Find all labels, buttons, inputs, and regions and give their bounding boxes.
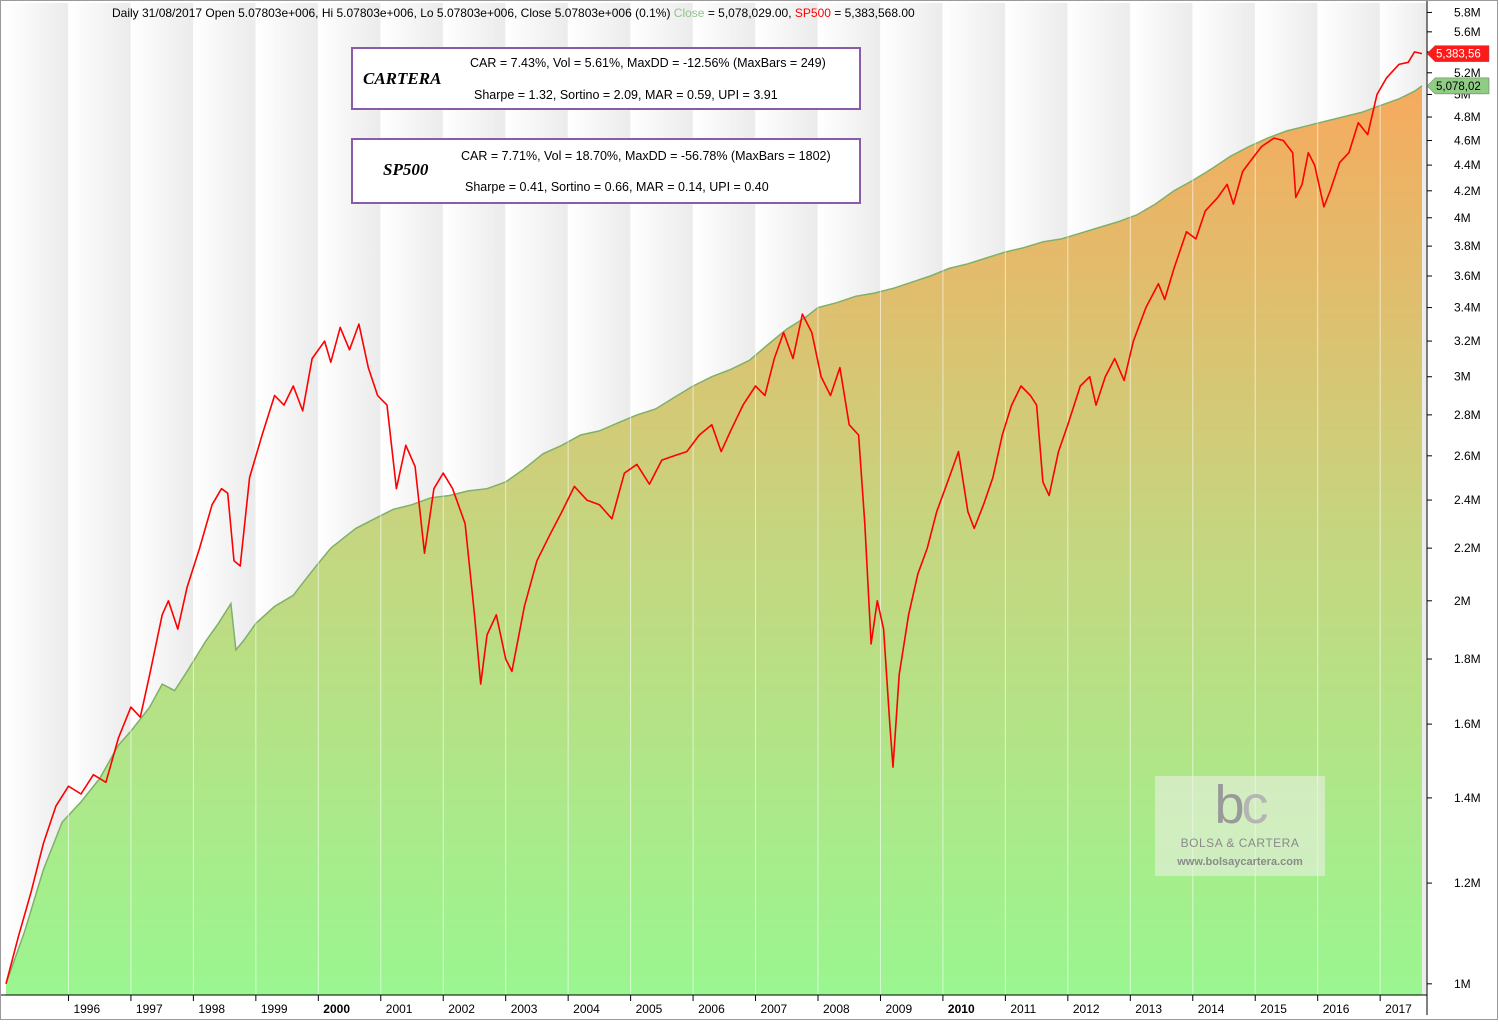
x-tick-label: 2011 — [1010, 1002, 1036, 1016]
y-tick-label: 1.6M — [1454, 717, 1481, 731]
sp500-stats-line1: CAR = 7.71%, Vol = 18.70%, MaxDD = -56.7… — [461, 149, 831, 163]
y-tick-label: 4.4M — [1454, 158, 1481, 172]
y-tick-label: 3.8M — [1454, 239, 1481, 253]
y-tick-label: 2M — [1454, 594, 1471, 608]
x-tick-label: 2013 — [1135, 1002, 1162, 1016]
y-tick-label: 3.6M — [1454, 269, 1481, 283]
y-tick-label: 1M — [1454, 977, 1471, 991]
header-close-label: Close — [673, 6, 705, 20]
y-tick-label: 5.8M — [1454, 5, 1481, 19]
y-tick-label: 1.2M — [1454, 876, 1481, 890]
x-tick-label: 2010 — [948, 1002, 975, 1016]
x-tick-label: 2009 — [885, 1002, 912, 1016]
x-tick-label: 2002 — [448, 1002, 475, 1016]
x-tick-label: 2015 — [1260, 1002, 1287, 1016]
y-tick-label: 5.6M — [1454, 25, 1481, 39]
x-tick-label: 2017 — [1385, 1002, 1412, 1016]
cartera-box-title: CARTERA — [363, 69, 442, 88]
x-tick-label: 2007 — [761, 1002, 788, 1016]
x-tick-label: 2014 — [1198, 1002, 1225, 1016]
x-tick-label: 2004 — [573, 1002, 600, 1016]
x-tick-label: 2016 — [1323, 1002, 1350, 1016]
header-close-value: = 5,078,029.00, — [704, 6, 795, 20]
x-tick-label: 1996 — [73, 1002, 100, 1016]
y-tick-label: 5.2M — [1454, 66, 1481, 80]
y-tick-label: 1.8M — [1454, 652, 1481, 666]
header-prefix: Daily 31/08/2017 Open 5.07803e+006, Hi 5… — [112, 6, 671, 20]
x-tick-label: 1997 — [136, 1002, 163, 1016]
x-tick-label: 1999 — [261, 1002, 288, 1016]
y-tick-label: 2.4M — [1454, 493, 1481, 507]
cartera-stats-box: CARTERA CAR = 7.43%, Vol = 5.61%, MaxDD … — [351, 47, 861, 110]
bc-logo-icon: bc — [1214, 775, 1268, 835]
watermark-url: www.bolsaycartera.com — [1177, 856, 1303, 868]
cartera-stats-line1: CAR = 7.43%, Vol = 5.61%, MaxDD = -12.56… — [470, 56, 826, 70]
sp500-box-title: SP500 — [383, 160, 429, 179]
x-tick-label: 2000 — [323, 1002, 350, 1016]
last-value-tag — [1426, 45, 1490, 62]
y-tick-label: 4.2M — [1454, 184, 1481, 198]
header-sp-label: SP500 — [794, 6, 831, 20]
x-tick-label: 2003 — [511, 1002, 538, 1016]
last-value-label: 5,078,02 — [1436, 81, 1481, 93]
y-tick-label: 2.2M — [1454, 541, 1481, 555]
y-tick-label: 3.2M — [1454, 334, 1481, 348]
sp500-line — [5, 51, 1423, 985]
sp500-stats-box: SP500 CAR = 7.71%, Vol = 18.70%, MaxDD =… — [351, 138, 861, 204]
x-tick-label: 2008 — [823, 1002, 850, 1016]
x-tick-label: 2001 — [386, 1002, 413, 1016]
last-value-label: 5,383,56 — [1436, 49, 1481, 61]
close-line — [5, 85, 1423, 985]
y-tick-label: 4M — [1454, 211, 1471, 225]
x-tick-label: 2005 — [636, 1002, 663, 1016]
cartera-stats-line2: Sharpe = 1.32, Sortino = 2.09, MAR = 0.5… — [474, 88, 778, 102]
y-tick-label: 2.8M — [1454, 408, 1481, 422]
y-tick-label: 3M — [1454, 370, 1471, 384]
x-tick-label: 2006 — [698, 1002, 725, 1016]
sp500-stats-line2: Sharpe = 0.41, Sortino = 0.66, MAR = 0.1… — [465, 180, 769, 194]
y-tick-label: 2.6M — [1454, 449, 1481, 463]
watermark-logo: bc BOLSA & CARTERA www.bolsaycartera.com — [1155, 776, 1325, 876]
year-band — [6, 3, 69, 995]
y-tick-label: 4.8M — [1454, 110, 1481, 124]
chart-header: Daily 31/08/2017 Open 5.07803e+006, Hi 5… — [112, 6, 915, 20]
x-tick-label: 1998 — [198, 1002, 225, 1016]
header-sp-value: = 5,383,568.00 — [830, 6, 915, 20]
y-tick-label: 3.4M — [1454, 301, 1481, 315]
x-tick-label: 2012 — [1073, 1002, 1100, 1016]
y-tick-label: 4.6M — [1454, 134, 1481, 148]
last-value-tag — [1426, 77, 1490, 95]
y-tick-label: 1.4M — [1454, 791, 1481, 805]
watermark-name: BOLSA & CARTERA — [1180, 836, 1300, 850]
